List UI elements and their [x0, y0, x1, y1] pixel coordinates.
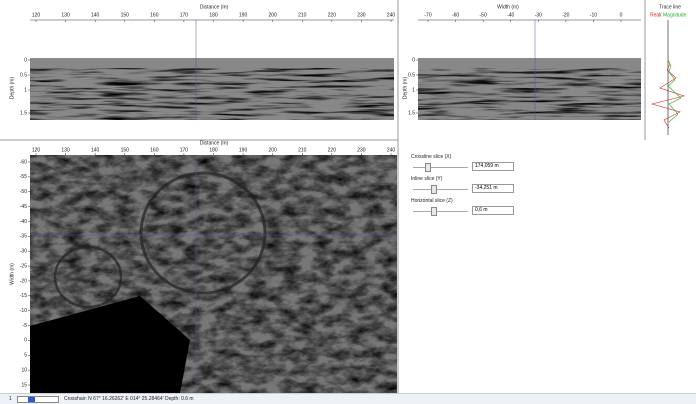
x-tick-label: 130 [61, 12, 70, 18]
legend-sep: / [660, 12, 662, 18]
x-tick-label: 240 [387, 12, 396, 18]
x-tick-label: -70 [424, 12, 431, 18]
x-tick-label: -50 [480, 12, 487, 18]
legend-real: Real [650, 12, 660, 18]
x-tick-label: 180 [209, 147, 218, 153]
y-tick-label: -45 [20, 204, 27, 210]
y-tick-label: -5 [23, 323, 28, 329]
y-tick-label: 0.5 [20, 72, 27, 78]
slider-handle[interactable] [431, 207, 437, 216]
slider-handle[interactable] [425, 163, 431, 172]
x-tick-label: 230 [357, 147, 366, 153]
x-tick-label: 220 [328, 12, 337, 18]
y-tick-label: -40 [20, 219, 27, 225]
radargram [30, 68, 394, 120]
y-tick-label: 0.5 [408, 72, 415, 78]
slider[interactable] [413, 167, 468, 168]
y-axis-title: Depth (m) [9, 77, 15, 100]
x-tick-label: 180 [209, 12, 218, 18]
value-input[interactable]: 0,6 m [472, 206, 514, 215]
y-tick-label: -60 [20, 159, 27, 165]
x-tick-label: 140 [91, 12, 100, 18]
y-tick-label: 1 [24, 87, 27, 93]
x-tick-label: 220 [328, 147, 337, 153]
x-tick-label: -40 [507, 12, 514, 18]
x-tick-label: -60 [452, 12, 459, 18]
x-tick-label: 160 [150, 147, 159, 153]
y-tick-label: -15 [20, 293, 27, 299]
value-input[interactable]: -34,251 m [472, 184, 514, 193]
y-tick-label: 0 [24, 338, 27, 344]
radargram [418, 68, 641, 120]
y-tick-label: 1.5 [20, 110, 27, 116]
slider-handle[interactable] [431, 185, 437, 194]
x-tick-label: 230 [357, 12, 366, 18]
x-tick-label: -10 [590, 12, 597, 18]
page: Distance (m) Depth (m) Width (m) Depth (… [0, 0, 696, 403]
x-tick-label: 160 [150, 12, 159, 18]
x-axis-title: Width (m) [497, 4, 519, 10]
x-tick-label: 140 [91, 147, 100, 153]
x-tick-label: 200 [268, 147, 277, 153]
x-axis-title: Distance (m) [200, 140, 229, 146]
x-tick-label: -30 [535, 12, 542, 18]
y-tick-label: 5 [24, 353, 27, 359]
y-tick-label: -30 [20, 249, 27, 255]
trace-title: Trace line [659, 4, 681, 10]
y-tick-label: -35 [20, 234, 27, 240]
y-tick-label: 0 [24, 57, 27, 63]
y-axis-title: Depth (m) [402, 77, 408, 100]
y-tick-label: -25 [20, 263, 27, 269]
x-tick-label: 170 [180, 147, 189, 153]
x-tick-label: 150 [121, 12, 130, 18]
status-bar: 1 Crosshair: N 67° 16.26262' E 014° 25.2… [0, 393, 696, 404]
value-input[interactable]: 174,059 m [472, 162, 514, 171]
y-axis-title: Width (m) [9, 263, 15, 285]
x-tick-label: -20 [562, 12, 569, 18]
y-tick-label: 15 [21, 382, 27, 388]
y-tick-label: 1 [412, 87, 415, 93]
x-tick-label: 190 [239, 147, 248, 153]
x-tick-label: 210 [298, 12, 307, 18]
slider[interactable] [413, 211, 468, 212]
y-tick-label: -50 [20, 189, 27, 195]
control-label: Inline slice (Y) [411, 176, 442, 182]
y-tick-label: 1.5 [408, 110, 415, 116]
x-tick-label: 210 [298, 147, 307, 153]
control-label: Crossline slice (X) [411, 154, 451, 160]
x-tick-label: 150 [121, 147, 130, 153]
workspace: Distance (m) Depth (m) Width (m) Depth (… [0, 0, 696, 393]
x-tick-label: 240 [387, 147, 396, 153]
x-tick-label: 130 [61, 147, 70, 153]
control-label: Horizontal slice (Z) [411, 198, 453, 204]
x-tick-label: 200 [268, 12, 277, 18]
progress-bar [17, 396, 59, 403]
slider[interactable] [413, 189, 468, 190]
x-tick-label: 190 [239, 12, 248, 18]
x-tick-label: 120 [32, 12, 41, 18]
legend-magnitude: Magnitude [663, 12, 687, 18]
progress-fill [28, 397, 35, 402]
x-axis-title: Distance (m) [200, 4, 229, 10]
y-tick-label: -55 [20, 174, 27, 180]
y-tick-label: 0 [412, 57, 415, 63]
x-tick-label: 120 [32, 147, 41, 153]
x-tick-label: 170 [180, 12, 189, 18]
y-tick-label: -10 [20, 308, 27, 314]
y-tick-label: 10 [21, 367, 27, 373]
x-tick-label: 0 [620, 12, 623, 18]
y-tick-label: -20 [20, 278, 27, 284]
